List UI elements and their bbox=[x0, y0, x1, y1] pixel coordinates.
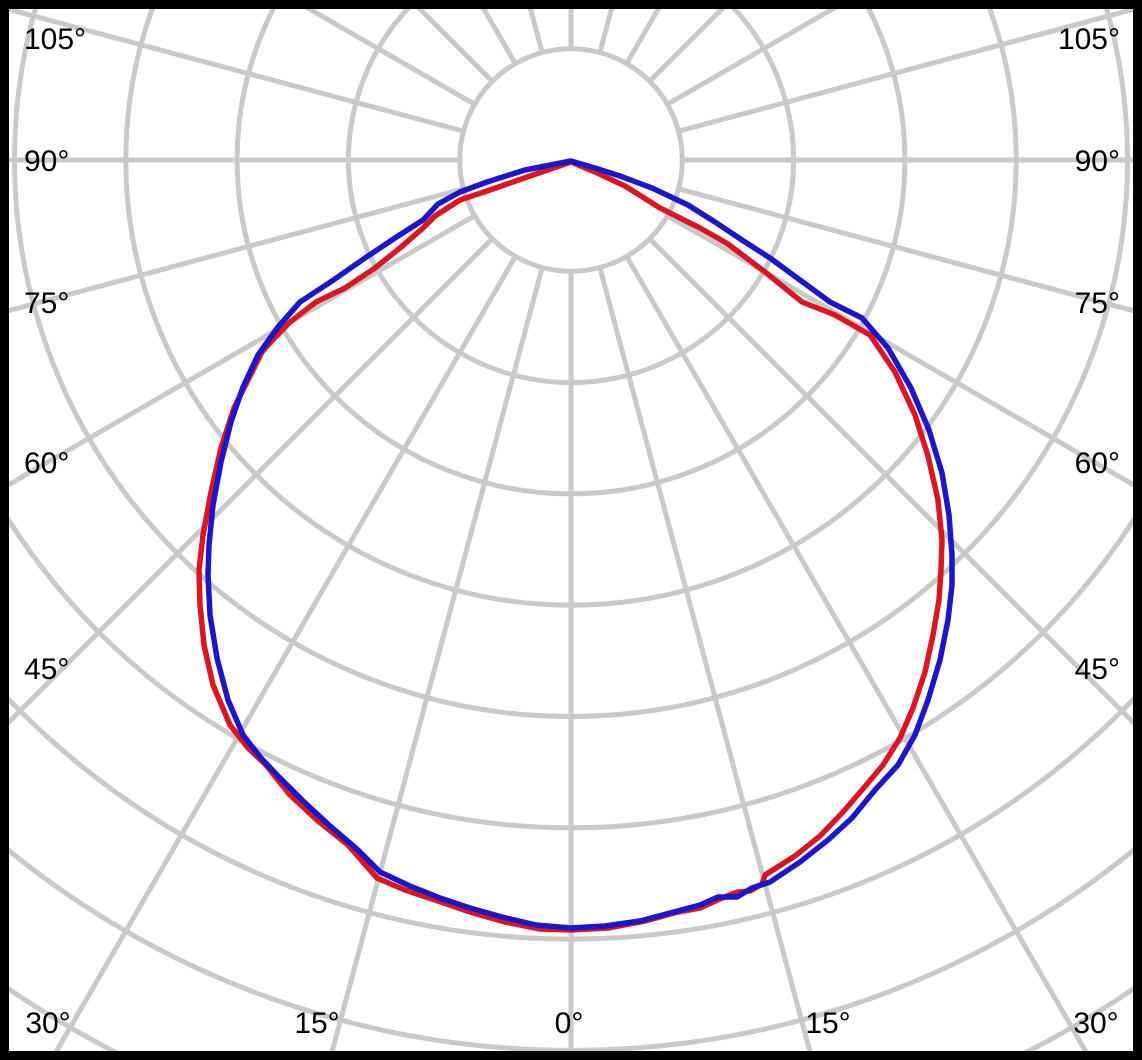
angle-label-left: 45° bbox=[24, 653, 69, 686]
grid-ray bbox=[9, 236, 495, 726]
angle-label-left: 105° bbox=[24, 23, 86, 56]
angle-label-right: 45° bbox=[1075, 653, 1120, 686]
angle-label-bottom: 15° bbox=[294, 1007, 339, 1040]
grid-ray bbox=[647, 236, 1133, 726]
grid-ray bbox=[677, 9, 1133, 134]
angle-label-bottom: 30° bbox=[25, 1007, 70, 1040]
angle-label-right: 60° bbox=[1075, 447, 1120, 480]
angle-labels: 105° 105° 90° 90° 75° 75° 60° 60° 45° 45° 30° 15° 0°… bbox=[24, 23, 1120, 1040]
angle-label-left: 60° bbox=[24, 447, 69, 480]
blue-intensity-curve bbox=[205, 158, 955, 931]
grid-ray bbox=[329, 266, 545, 1051]
grid-ray bbox=[9, 186, 465, 314]
angle-label-right: 90° bbox=[1075, 145, 1120, 178]
grid-ray bbox=[9, 9, 465, 134]
angle-label-left: 75° bbox=[24, 287, 69, 320]
angle-label-bottom: 15° bbox=[805, 1007, 850, 1040]
grid-ray bbox=[597, 266, 813, 1051]
angle-label-left: 90° bbox=[24, 145, 69, 178]
angle-label-right: 75° bbox=[1075, 287, 1120, 320]
grid-ray bbox=[9, 213, 476, 488]
angle-label-bottom: 0° bbox=[555, 1007, 584, 1040]
grid-ray bbox=[53, 255, 518, 1051]
grid-ray bbox=[624, 255, 1089, 1051]
angle-label-bottom: 30° bbox=[1073, 1007, 1118, 1040]
angle-label-right: 105° bbox=[1058, 23, 1120, 56]
grid-ray bbox=[677, 186, 1133, 314]
